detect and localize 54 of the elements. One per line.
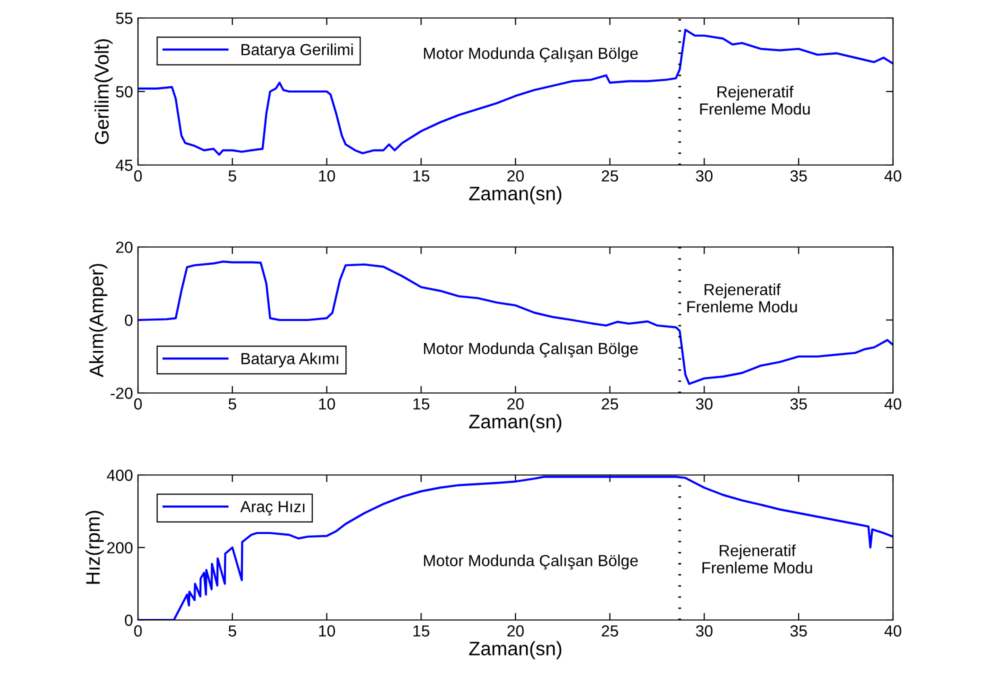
- x-tick-label: 35: [790, 170, 807, 182]
- y-tick-label: 20: [116, 242, 133, 253]
- x-tick-label: 30: [696, 170, 713, 182]
- line-series: [138, 28, 893, 156]
- y-tick-label: 400: [106, 470, 133, 481]
- x-tick-label: 5: [228, 625, 236, 637]
- x-axis-title: Zaman(sn): [469, 414, 562, 432]
- x-tick-label: 25: [602, 625, 618, 637]
- legend-label: Batarya Akımı: [242, 352, 338, 368]
- annotation: Motor Modunda Çalışan Bölge: [424, 342, 638, 358]
- legend-label: Batarya Gerilimi: [242, 44, 353, 58]
- y-tick-label: 45: [116, 160, 132, 171]
- x-tick-label: 40: [884, 170, 902, 182]
- legend-label: Araç Hızı: [240, 501, 304, 516]
- y-tick-label: 50: [116, 86, 133, 98]
- x-tick-label: 40: [884, 625, 902, 637]
- annotation: Rejeneratif Frenleme Modu: [700, 86, 810, 115]
- annotation: Rejeneratif Frenleme Modu: [702, 544, 812, 574]
- x-tick-label: 20: [507, 398, 524, 410]
- x-tick-label: 0: [134, 625, 142, 637]
- line-series: [138, 260, 893, 385]
- y-tick-label: 0: [124, 614, 133, 626]
- x-tick-label: 20: [507, 625, 524, 637]
- annotation: Motor Modunda Çalışan Bölge: [424, 554, 638, 570]
- x-tick-label: 15: [413, 170, 430, 182]
- x-tick-label: 10: [319, 625, 336, 637]
- x-tick-label: 5: [228, 170, 236, 182]
- y-axis-title: Hız(rpm): [86, 510, 104, 584]
- annotation: Motor Modunda Çalışan Bölge: [424, 47, 638, 62]
- x-tick-label: 40: [884, 398, 902, 410]
- x-tick-label: 25: [602, 398, 618, 410]
- x-tick-label: 30: [696, 625, 713, 637]
- y-axis-title: Akım(Amper): [89, 264, 108, 378]
- y-tick-label: -20: [110, 388, 133, 399]
- line-series: [138, 476, 893, 620]
- y-tick-label: 0: [124, 314, 133, 326]
- y-tick-label: 55: [116, 12, 132, 24]
- y-axis-title: Gerilim(Volt): [94, 39, 113, 144]
- annotation: Rejeneratif Frenleme Modu: [687, 284, 797, 312]
- x-tick-label: 10: [319, 170, 336, 182]
- x-tick-label: 10: [319, 398, 336, 410]
- x-tick-label: 5: [228, 398, 236, 410]
- x-axis-title: Zaman(sn): [469, 186, 562, 204]
- x-tick-label: 35: [790, 625, 807, 637]
- y-tick-label: 200: [107, 542, 133, 554]
- x-tick-label: 0: [134, 170, 142, 182]
- x-tick-label: 0: [134, 398, 142, 410]
- x-tick-label: 20: [507, 170, 524, 182]
- x-tick-label: 15: [413, 398, 430, 410]
- x-tick-label: 15: [413, 625, 430, 637]
- x-tick-label: 35: [790, 398, 807, 410]
- x-tick-label: 30: [696, 398, 713, 410]
- x-axis-title: Zaman(sn): [469, 641, 562, 660]
- x-tick-label: 25: [602, 170, 618, 182]
